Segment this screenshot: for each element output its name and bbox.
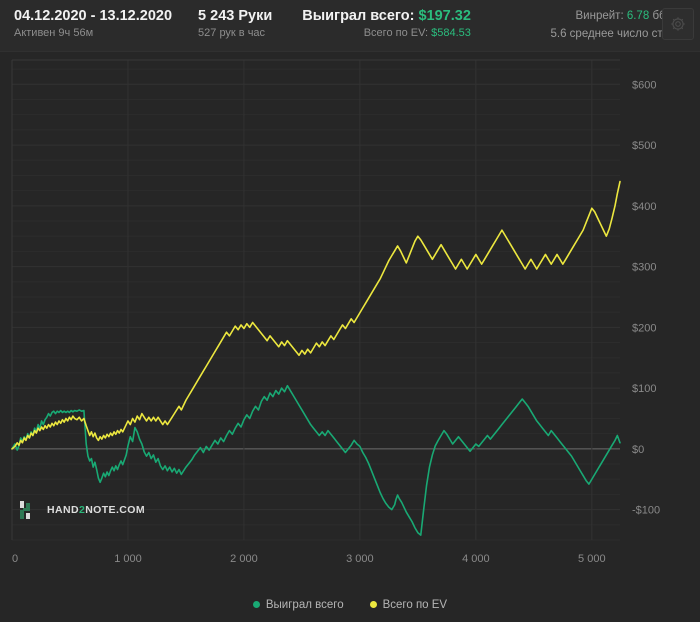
x-axis-tick-label: 3 000 [346, 553, 374, 565]
x-axis-tick-label: 1 000 [114, 553, 142, 565]
x-axis-tick-label: 5 000 [578, 553, 606, 565]
legend-item-won-total[interactable]: Выиграл всего [252, 598, 344, 611]
y-axis-tick-label: $500 [632, 140, 656, 152]
legend-item-ev-total[interactable]: Всего по EV [369, 598, 448, 611]
x-axis-tick-label: 4 000 [462, 553, 490, 565]
y-axis-tick-label: $600 [632, 79, 656, 91]
winnings-block: Выиграл всего: $197.32 Всего по EV: $584… [302, 7, 471, 42]
y-axis-tick-label: $100 [632, 383, 656, 395]
rate-block: Винрейт: 6.78 бб/100 5.6 среднее число с… [551, 7, 689, 43]
y-axis-tick-label: $200 [632, 322, 656, 334]
hands-block: 5 243 Руки 527 рук в час [198, 7, 272, 42]
winnings-chart[interactable]: -$100 $0 $100 $200 $300 $400 $500 $600 0 1 000 2 0… [0, 52, 700, 587]
chart-legend: Выиграл всего Всего по EV [0, 587, 700, 622]
ev-total-value: $584.53 [431, 27, 471, 39]
legend-dot-green [252, 601, 260, 608]
y-axis-tick-label: $0 [632, 444, 644, 456]
legend-label-won-total: Выиграл всего [265, 598, 344, 611]
won-total-value: $197.32 [418, 8, 471, 24]
date-range-label: 04.12.2020 - 13.12.2020 [14, 8, 173, 24]
series-line-won-total [11, 384, 621, 536]
legend-dot-yellow [369, 601, 377, 608]
x-axis-tick-label: 2 000 [230, 553, 258, 565]
active-time-label: Активен 9ч 56м [14, 27, 94, 39]
winrate-value: 6.78 [626, 10, 650, 22]
series-line-ev-total [11, 180, 621, 450]
winrate-label: Винрейт: [575, 10, 624, 22]
x-axis-tick-label: 0 [12, 553, 18, 565]
hands-per-hour-label: 527 рук в час [198, 27, 266, 39]
avg-tables-label: 5.6 среднее число столов [550, 28, 689, 40]
gear-icon [671, 17, 685, 31]
date-range-block: 04.12.2020 - 13.12.2020 Активен 9ч 56м [14, 7, 172, 42]
hands-count-label: 5 243 Руки [198, 8, 273, 24]
y-axis-tick-label: $400 [632, 201, 656, 213]
graph-area[interactable]: -$100 $0 $100 $200 $300 $400 $500 $600 0 1 000 2 0… [0, 52, 700, 587]
plot-background [12, 60, 620, 540]
y-axis-tick-label: $300 [632, 262, 656, 274]
ev-total-row: Всего по EV: $584.53 [302, 25, 471, 42]
y-axis-tick-label: -$100 [632, 505, 660, 517]
ev-total-label: Всего по EV: [363, 27, 429, 39]
won-total-row: Выиграл всего: $197.32 [302, 7, 471, 25]
stats-header: 04.12.2020 - 13.12.2020 Активен 9ч 56м 5… [0, 0, 700, 52]
won-total-label: Выиграл всего: [302, 8, 415, 24]
settings-button[interactable] [662, 8, 694, 40]
legend-label-ev-total: Всего по EV [382, 598, 448, 611]
